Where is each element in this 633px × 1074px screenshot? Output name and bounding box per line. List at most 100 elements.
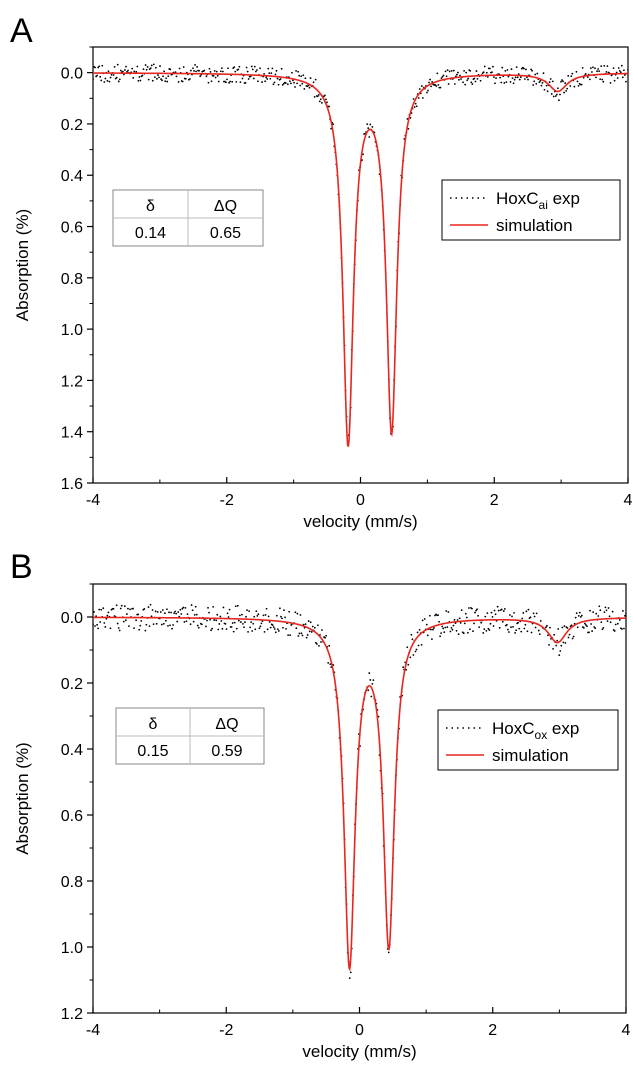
experimental-point bbox=[267, 67, 270, 70]
experimental-point bbox=[573, 85, 576, 88]
experimental-point bbox=[402, 666, 405, 669]
experimental-point bbox=[564, 642, 567, 644]
experimental-point bbox=[326, 101, 328, 104]
experimental-point bbox=[516, 76, 519, 79]
experimental-point bbox=[195, 613, 198, 616]
experimental-point bbox=[324, 636, 326, 639]
experimental-point bbox=[577, 614, 580, 617]
experimental-point bbox=[465, 616, 468, 619]
experimental-point bbox=[515, 66, 518, 69]
experimental-point bbox=[270, 72, 273, 75]
experimental-point bbox=[251, 630, 254, 632]
experimental-point bbox=[225, 81, 227, 84]
experimental-point bbox=[217, 628, 220, 631]
experimental-point bbox=[462, 632, 465, 635]
experimental-point bbox=[534, 626, 537, 629]
experimental-point bbox=[564, 82, 567, 84]
experimental-point bbox=[190, 69, 192, 72]
experimental-point bbox=[127, 69, 129, 72]
experimental-point bbox=[107, 611, 110, 614]
x-tick-label: 2 bbox=[488, 1022, 497, 1039]
experimental-point bbox=[530, 68, 533, 71]
legend-suffix: exp bbox=[548, 189, 580, 208]
experimental-point bbox=[132, 77, 135, 79]
experimental-point bbox=[325, 634, 328, 637]
experimental-point bbox=[206, 619, 208, 622]
experimental-point bbox=[559, 93, 561, 96]
experimental-point bbox=[484, 615, 487, 618]
experimental-point bbox=[110, 73, 113, 76]
experimental-point bbox=[440, 632, 443, 634]
experimental-point bbox=[268, 621, 271, 623]
experimental-point bbox=[436, 72, 439, 75]
experimental-point bbox=[609, 82, 612, 84]
experimental-point bbox=[245, 66, 248, 69]
experimental-point bbox=[253, 615, 256, 618]
experimental-point bbox=[317, 93, 320, 96]
experimental-point bbox=[181, 607, 184, 610]
experimental-point bbox=[552, 647, 554, 650]
experimental-point bbox=[546, 90, 549, 93]
experimental-point bbox=[475, 70, 478, 72]
experimental-point bbox=[614, 623, 617, 626]
experimental-point bbox=[437, 614, 439, 617]
experimental-point bbox=[575, 70, 578, 73]
experimental-point bbox=[256, 614, 259, 617]
experimental-point bbox=[215, 70, 218, 73]
experimental-point bbox=[503, 82, 506, 84]
experimental-point bbox=[320, 641, 322, 643]
experimental-point bbox=[119, 607, 122, 610]
parameter-table: δ 0.14 ΔQ 0.65 bbox=[112, 189, 264, 247]
experimental-point bbox=[138, 76, 141, 78]
experimental-point bbox=[624, 614, 626, 617]
experimental-point bbox=[552, 95, 555, 98]
experimental-point bbox=[157, 74, 159, 76]
experimental-point bbox=[192, 67, 194, 70]
experimental-point bbox=[387, 951, 390, 954]
experimental-point bbox=[292, 79, 294, 82]
experimental-point bbox=[198, 69, 201, 72]
experimental-point bbox=[177, 81, 180, 83]
experimental-point bbox=[256, 69, 258, 71]
experimental-point bbox=[123, 73, 125, 76]
experimental-point bbox=[367, 689, 370, 692]
y-tick-label: 0.4 bbox=[61, 168, 83, 185]
experimental-point bbox=[108, 80, 111, 83]
experimental-point bbox=[557, 628, 560, 630]
experimental-point bbox=[509, 614, 511, 616]
experimental-point bbox=[313, 626, 316, 629]
experimental-point bbox=[263, 630, 266, 633]
experimental-point bbox=[264, 80, 267, 83]
experimental-point bbox=[423, 618, 426, 620]
experimental-point bbox=[98, 608, 101, 611]
y-tick-label: 1.2 bbox=[61, 373, 83, 390]
experimental-point bbox=[458, 78, 460, 81]
experimental-point bbox=[161, 79, 163, 82]
experimental-point bbox=[467, 77, 470, 80]
experimental-point bbox=[348, 977, 351, 979]
experimental-point bbox=[135, 619, 138, 622]
experimental-point bbox=[433, 627, 435, 629]
experimental-point bbox=[271, 67, 274, 70]
experimental-point bbox=[150, 615, 153, 618]
experimental-point bbox=[426, 91, 428, 94]
experimental-point bbox=[97, 627, 100, 630]
y-axis-label: Absorption (%) bbox=[13, 742, 32, 854]
experimental-point bbox=[219, 615, 222, 618]
experimental-point bbox=[476, 77, 479, 80]
experimental-point bbox=[213, 69, 216, 72]
legend-frame bbox=[437, 709, 619, 771]
x-tick-label: 4 bbox=[624, 492, 633, 509]
experimental-point bbox=[133, 627, 135, 630]
experimental-point bbox=[99, 621, 102, 623]
experimental-point bbox=[483, 65, 486, 68]
experimental-point bbox=[588, 631, 590, 634]
experimental-point bbox=[501, 620, 504, 623]
experimental-point bbox=[266, 628, 269, 631]
experimental-point bbox=[473, 622, 475, 625]
y-tick-label: 1.4 bbox=[61, 425, 83, 442]
experimental-point bbox=[454, 622, 457, 625]
experimental-point bbox=[129, 608, 131, 611]
experimental-point bbox=[545, 84, 548, 87]
experimental-point bbox=[265, 607, 268, 610]
